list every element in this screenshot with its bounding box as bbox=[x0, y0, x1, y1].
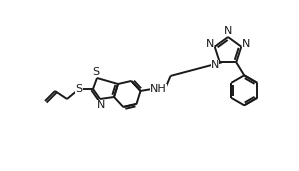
Text: S: S bbox=[75, 84, 83, 94]
Text: N: N bbox=[210, 60, 219, 70]
Text: N: N bbox=[205, 39, 214, 49]
Text: N: N bbox=[224, 26, 232, 36]
Text: S: S bbox=[92, 67, 100, 77]
Text: N: N bbox=[97, 100, 105, 110]
Text: N: N bbox=[242, 39, 251, 49]
Text: NH: NH bbox=[150, 84, 167, 94]
